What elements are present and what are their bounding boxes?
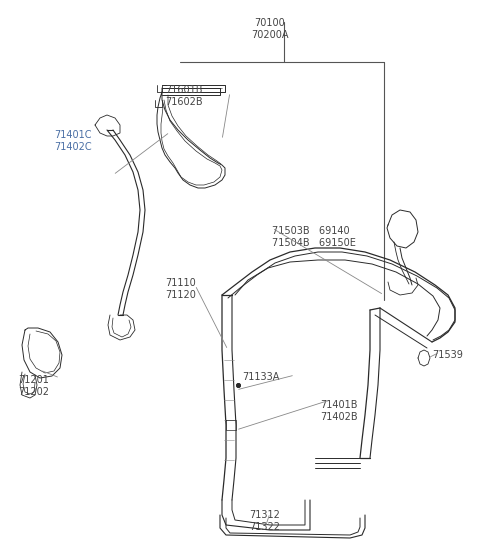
Text: 71401C
71402C: 71401C 71402C — [54, 130, 92, 152]
Text: 70100
70200A: 70100 70200A — [251, 18, 289, 40]
Text: 71312
71322: 71312 71322 — [250, 510, 280, 532]
Text: 71503B   69140
71504B   69150E: 71503B 69140 71504B 69150E — [272, 226, 356, 248]
Text: 71401B
71402B: 71401B 71402B — [320, 400, 358, 422]
Text: 71201
71202: 71201 71202 — [18, 375, 49, 397]
Text: 71133A: 71133A — [242, 372, 279, 382]
Text: 71110
71120: 71110 71120 — [165, 278, 196, 300]
Text: 71539: 71539 — [432, 350, 463, 360]
Text: 71601B
71602B: 71601B 71602B — [165, 85, 203, 107]
